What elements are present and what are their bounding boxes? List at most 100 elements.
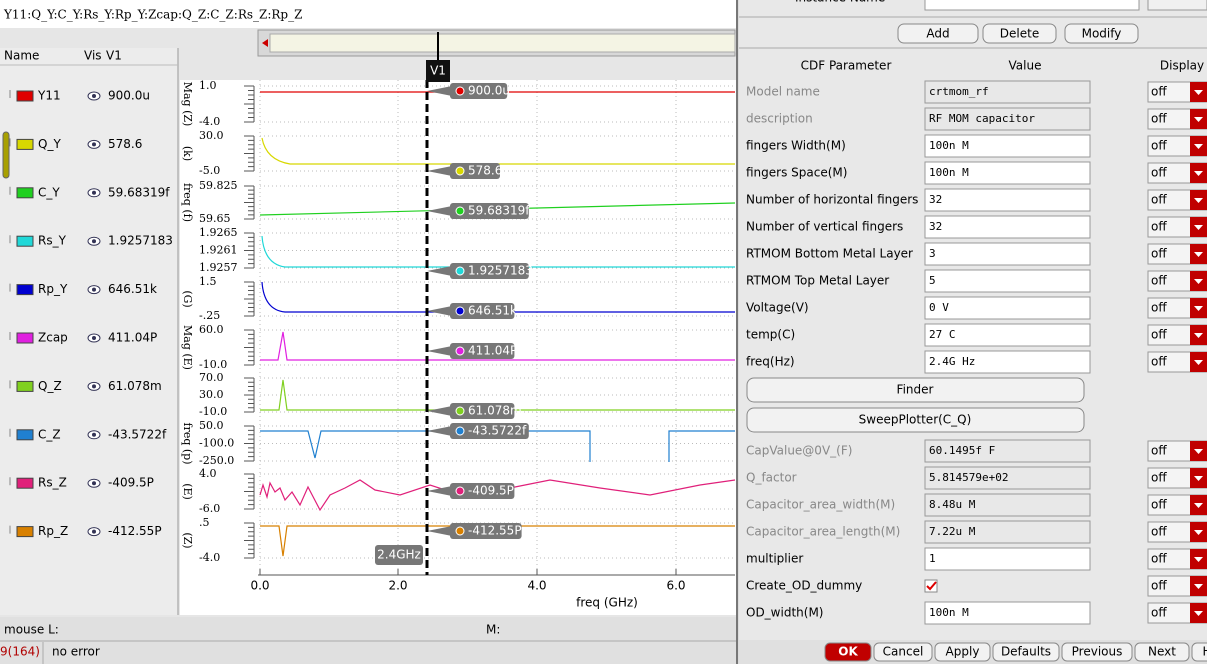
callout <box>450 83 508 99</box>
callout <box>450 483 515 499</box>
callout-value: 59.68319f <box>468 204 530 218</box>
visibility-pupil <box>92 384 96 389</box>
callout <box>450 303 515 319</box>
display-value: off <box>1151 139 1167 153</box>
display-value: off <box>1151 355 1167 369</box>
trace-swatch <box>16 332 34 344</box>
y-axis-label: -250.0 <box>199 454 234 467</box>
dialog-button[interactable] <box>1061 642 1133 662</box>
trace <box>261 137 735 165</box>
param-value: 5 <box>929 274 936 287</box>
trace <box>261 281 735 313</box>
callout-dot <box>455 526 465 536</box>
display-value: off <box>1151 247 1167 261</box>
display-value: off <box>1151 274 1167 288</box>
param-field[interactable] <box>924 242 1091 266</box>
dialog-button[interactable] <box>992 642 1060 662</box>
y-axis-label: 59.825 <box>199 179 238 192</box>
display-value: off <box>1151 579 1167 593</box>
dialog-button[interactable] <box>934 642 991 662</box>
y-axis-title: freq (f) <box>181 183 194 222</box>
trace-value: 61.078m <box>108 379 162 393</box>
param-name: CapValue@0V_(F) <box>746 444 852 458</box>
visibility-pupil <box>92 190 96 195</box>
y-axis-label: 1.9257 <box>199 261 238 274</box>
tool-button[interactable] <box>746 407 1085 433</box>
trace <box>261 235 735 268</box>
callout-dot <box>455 166 465 176</box>
y-axis-label: -4.0 <box>199 115 220 128</box>
param-field[interactable] <box>924 134 1091 158</box>
callout-tail <box>427 486 452 496</box>
tool-button[interactable] <box>746 377 1085 403</box>
param-field[interactable] <box>924 161 1091 185</box>
param-name: fingers Space(M) <box>746 166 847 180</box>
y-axis-title: (Z) <box>181 532 194 548</box>
param-value: 5.814579e+02 <box>929 471 1008 484</box>
param-name: OD_width(M) <box>746 606 823 620</box>
trace-name: Y11 <box>37 89 61 103</box>
y-axis-label: 30.0 <box>199 388 224 401</box>
trace <box>260 525 735 557</box>
param-field[interactable] <box>924 296 1091 320</box>
param-value: 0 V <box>929 301 949 314</box>
callout-value: 578.6 <box>468 164 502 178</box>
trace-swatch <box>16 187 34 199</box>
callout-dot <box>455 206 465 216</box>
dialog-button[interactable] <box>824 642 872 662</box>
action-button[interactable] <box>897 23 979 44</box>
combo-arrow <box>1194 90 1203 95</box>
visibility-pupil <box>92 481 96 486</box>
param-field[interactable] <box>924 547 1091 571</box>
param-name: fingers Width(M) <box>746 139 846 153</box>
param-field[interactable] <box>924 601 1091 625</box>
dialog-button-label: Defaults <box>1001 645 1051 659</box>
dialog-button-label: H <box>1202 645 1207 659</box>
param-field[interactable] <box>924 215 1091 239</box>
y-axis-label: 60.0 <box>199 323 224 336</box>
legend-header: Name <box>4 49 39 63</box>
trace <box>260 331 735 361</box>
trace-value: 900.0u <box>108 89 150 103</box>
combo-arrow <box>1194 306 1203 311</box>
callout-value: 646.51k <box>468 304 517 318</box>
action-button[interactable] <box>1064 23 1139 44</box>
combo-arrow <box>1194 225 1203 230</box>
dialog-button[interactable] <box>873 642 933 662</box>
y-axis-title: (G) <box>181 290 194 307</box>
trace-value: -43.5722f <box>108 427 167 441</box>
callout-tail <box>427 406 452 416</box>
dialog-button[interactable] <box>1134 642 1190 662</box>
trace-value: 59.68319f <box>108 185 170 199</box>
combo-arrow <box>1194 530 1203 535</box>
callout <box>450 263 529 279</box>
param-value: 32 <box>929 220 942 233</box>
param-name: Model name <box>746 85 820 99</box>
param-field[interactable] <box>924 323 1091 347</box>
tool-button-label: SweepPlotter(C_Q) <box>859 413 972 427</box>
display-value: off <box>1151 444 1167 458</box>
param-field[interactable] <box>924 269 1091 293</box>
trace-name: Rp_Z <box>38 524 68 538</box>
param-field[interactable] <box>924 350 1091 374</box>
trace-value: 411.04P <box>108 331 157 345</box>
cursor-position: 2.4GHz <box>377 548 421 562</box>
param-field <box>924 80 1091 104</box>
param-field <box>924 439 1091 463</box>
dialog-button[interactable] <box>1191 642 1207 662</box>
cursor-tag[interactable] <box>426 60 450 82</box>
slider-thumb[interactable] <box>269 33 736 53</box>
display-value: off <box>1151 525 1167 539</box>
param-value: 60.1495f F <box>929 444 995 457</box>
status-middle: M: <box>486 623 500 637</box>
callout-tail <box>427 426 452 436</box>
param-name: Voltage(V) <box>746 301 809 315</box>
check-mark <box>926 581 937 591</box>
combo-arrow <box>1194 279 1203 284</box>
combo-arrow <box>1194 503 1203 508</box>
action-button[interactable] <box>982 23 1057 44</box>
param-field[interactable] <box>924 188 1091 212</box>
instance-btn <box>1147 0 1207 11</box>
trace-name: Q_Z <box>38 379 62 393</box>
visibility-pupil <box>92 336 96 340</box>
